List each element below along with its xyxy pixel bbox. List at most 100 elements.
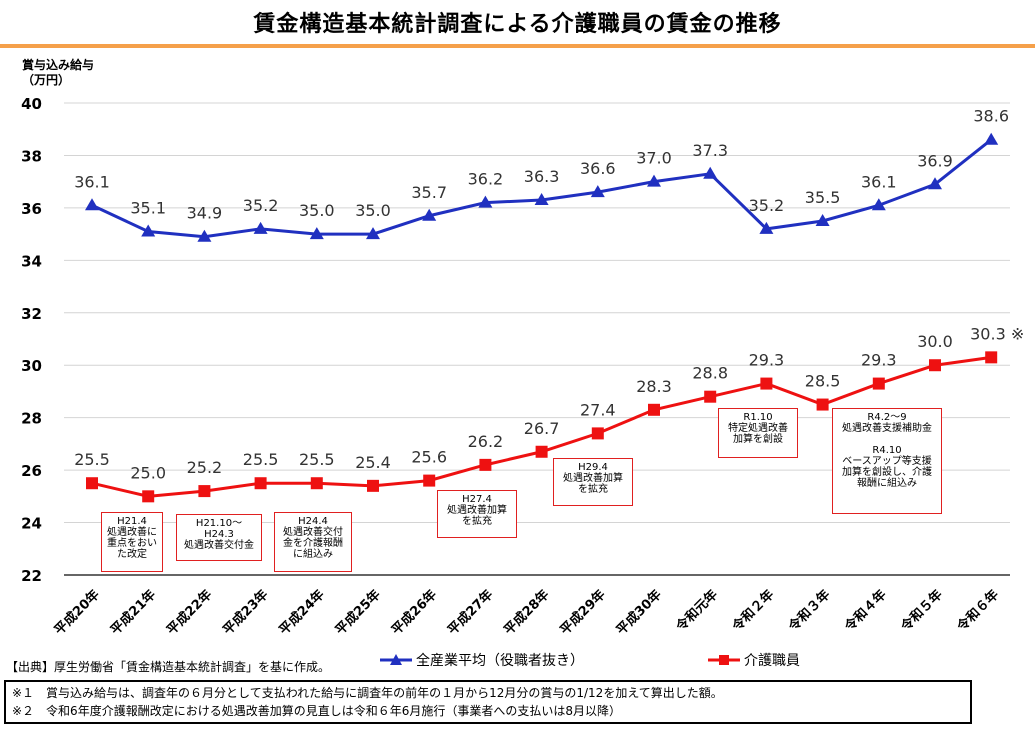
- x-tick-5: 平成25年: [332, 587, 384, 639]
- series-0-point-1: [141, 224, 156, 237]
- y-tick-26: 26: [21, 462, 42, 480]
- series-1-point-16: [985, 351, 998, 364]
- y-tick-30: 30: [21, 357, 42, 375]
- series-0-label-16: 38.6: [973, 107, 1009, 126]
- legend-item-care-worker: 介護職員: [706, 650, 800, 670]
- series-1-point-9: [591, 427, 604, 440]
- series-0-point-9: [590, 185, 605, 198]
- grid-lines: [64, 102, 1010, 576]
- annotation-h21-4: H21.4 処遇改善に 重点をおい た改定: [101, 512, 163, 572]
- x-tick-6: 平成26年: [388, 587, 440, 639]
- legend-label-all-industry: 全産業平均（役職者抜き）: [416, 653, 584, 669]
- x-tick-13: 令和３年: [785, 587, 833, 635]
- series-1-point-11: [704, 390, 717, 403]
- legend-red-square-icon: [708, 655, 740, 665]
- x-tick-12: 令和２年: [729, 587, 777, 635]
- annotation-r4: R4.2～9 処遇改善支援補助金 R4.10 ベースアップ等支援 加算を創設し、…: [832, 408, 942, 514]
- annotation-r1-10: R1.10 特定処遇改善 加算を創設: [718, 408, 798, 458]
- series-0-point-4: [309, 227, 324, 240]
- footnote-2: ※２ 令和6年度介護報酬改定における処遇改善加算の見直しは令和６年6月施行（事業…: [12, 704, 621, 718]
- series-1-label-5: 25.4: [355, 453, 391, 472]
- legend-item-all-industry: 全産業平均（役職者抜き）: [378, 650, 584, 670]
- series-1-point-3: [254, 477, 267, 490]
- title-underline: [0, 44, 1035, 48]
- legend-label-care-worker: 介護職員: [744, 653, 800, 669]
- series-0-point-11: [703, 166, 718, 179]
- series-0: 36.1 35.1 34.9 35.2 35.0 35.0 35.7 36.2 36.3 36.6…: [74, 107, 1009, 242]
- series-0-point-12: [759, 221, 774, 234]
- series-1-label-4: 25.5: [299, 450, 335, 469]
- series-0-point-0: [85, 198, 99, 211]
- series-1-label-2: 25.2: [187, 458, 223, 477]
- series-0-point-10: [647, 174, 661, 187]
- series-1-label-6: 25.6: [411, 448, 447, 467]
- y-tick-28: 28: [21, 410, 42, 428]
- y-tick-34: 34: [21, 252, 42, 270]
- series-0-label-15: 36.9: [917, 151, 953, 170]
- series-1-point-10: [648, 403, 660, 416]
- series-1-point-13: [816, 398, 829, 411]
- series-1-point-12: [760, 377, 773, 390]
- series-1-point-14: [872, 377, 885, 390]
- y-axis-label: 賞与込み給与 （万円）: [22, 58, 95, 87]
- series-1-label-12: 29.3: [749, 351, 785, 370]
- series-1-point-7: [479, 458, 492, 471]
- series-1-point-8: [535, 445, 548, 458]
- series-0-label-7: 36.2: [468, 170, 504, 189]
- series-1-point-1: [142, 490, 155, 503]
- series-0-point-6: [422, 208, 437, 221]
- series-1-point-4: [310, 477, 323, 490]
- series-1-label-9: 27.4: [580, 400, 616, 419]
- footnotes-box: ※１ 賞与込み給与は、調査年の６月分として支払われた給与に調査年の前年の１月から…: [4, 680, 972, 724]
- series-0-label-1: 35.1: [130, 198, 166, 217]
- x-tick-10: 平成30年: [613, 587, 665, 639]
- y-tick-36: 36: [21, 200, 42, 218]
- series-0-label-8: 36.3: [524, 167, 560, 186]
- y-tick-22: 22: [21, 567, 42, 585]
- y-tick-labels: 22 24 26 28 30 32 34 36 38 40: [21, 95, 42, 585]
- series-0-point-13: [815, 214, 830, 226]
- x-tick-9: 平成29年: [557, 587, 609, 639]
- y-tick-32: 32: [21, 305, 42, 323]
- x-tick-4: 平成24年: [276, 587, 328, 639]
- x-tick-labels: 平成20年 平成21年 平成22年 平成23年 平成24年 平成25年 平成26年 平成27年…: [51, 587, 1002, 639]
- y-tick-24: 24: [21, 515, 42, 533]
- x-tick-16: 令和６年: [954, 587, 1002, 635]
- series-1-point-2: [198, 485, 211, 498]
- annotation-h24-4: H24.4 処遇改善交付 金を介護報酬 に組込み: [274, 512, 352, 572]
- series-0-label-3: 35.2: [243, 196, 279, 215]
- series-0-label-0: 36.1: [74, 172, 110, 191]
- series-0-point-16: [984, 132, 999, 145]
- series-1-label-14: 29.3: [861, 351, 897, 370]
- series-0-point-2: [197, 229, 212, 242]
- series-1-label-3: 25.5: [243, 450, 279, 469]
- footnote-1: ※１ 賞与込み給与は、調査年の６月分として支払われた給与に調査年の前年の１月から…: [12, 686, 723, 700]
- series-1-label-10: 28.3: [636, 377, 672, 396]
- series-0-label-10: 37.0: [636, 149, 672, 168]
- series-0-label-6: 35.7: [411, 183, 447, 202]
- series-1-point-15: [929, 359, 941, 372]
- series-1-point-6: [423, 474, 436, 487]
- series-1-label-0: 25.5: [74, 450, 110, 469]
- legend: 全産業平均（役職者抜き） 介護職員: [378, 650, 838, 670]
- series-1-label-15: 30.0: [917, 332, 953, 351]
- annotation-h21-10: H21.10～ H24.3 処遇改善交付金: [176, 514, 262, 561]
- series-0-point-3: [253, 221, 268, 234]
- annotation-h29-4: H29.4 処遇改善加算 を拡充: [553, 458, 633, 506]
- x-tick-0: 平成20年: [51, 587, 103, 639]
- annotation-h27-4: H27.4 処遇改善加算 を拡充: [437, 490, 517, 538]
- series-1-label-7: 26.2: [468, 432, 504, 451]
- x-tick-15: 令和５年: [898, 587, 946, 635]
- source-note: 【出典】厚生労働省「賃金構造基本統計調査」を基に作成。: [6, 660, 331, 674]
- series-0-point-5: [366, 227, 380, 240]
- series-0-point-14: [871, 198, 886, 211]
- series-0-label-9: 36.6: [580, 159, 616, 178]
- series-1: 25.5 25.0 25.2 25.5 25.5 25.4 25.6 26.2 26.7 27.4…: [74, 324, 1024, 503]
- series-0-label-4: 35.0: [299, 201, 335, 220]
- series-0-label-13: 35.5: [805, 188, 841, 207]
- series-1-label-13: 28.5: [805, 372, 841, 391]
- x-tick-14: 令和４年: [842, 587, 890, 635]
- series-1-point-5: [367, 479, 379, 492]
- page-title: 賃金構造基本統計調査による介護職員の賃金の推移: [253, 12, 782, 37]
- series-0-point-15: [928, 177, 942, 190]
